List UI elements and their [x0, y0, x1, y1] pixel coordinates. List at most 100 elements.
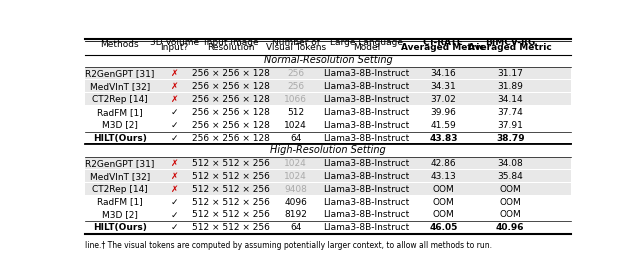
Text: ✓: ✓: [170, 108, 178, 117]
Text: ✗: ✗: [170, 172, 178, 181]
Text: 256 × 256 × 128: 256 × 256 × 128: [193, 108, 270, 117]
Text: M3D [2]: M3D [2]: [102, 210, 138, 220]
Text: ✗: ✗: [170, 82, 178, 91]
Text: 34.31: 34.31: [431, 82, 456, 91]
Text: 256: 256: [287, 69, 305, 78]
Text: CT-RATE: CT-RATE: [423, 38, 464, 46]
Text: 256 × 256 × 128: 256 × 256 × 128: [193, 82, 270, 91]
Text: Llama3-8B-Instruct: Llama3-8B-Instruct: [323, 198, 410, 207]
Text: 1024: 1024: [284, 121, 307, 130]
Text: Llama3-8B-Instruct: Llama3-8B-Instruct: [323, 133, 410, 143]
Text: RadFM [1]: RadFM [1]: [97, 108, 143, 117]
Text: R2GenGPT [31]: R2GenGPT [31]: [85, 159, 154, 168]
Text: 512 × 512 × 256: 512 × 512 × 256: [193, 223, 270, 232]
Text: 3D Volume: 3D Volume: [150, 38, 199, 46]
Text: 1066: 1066: [284, 95, 307, 104]
Text: Normal-Resolution Setting: Normal-Resolution Setting: [264, 55, 392, 65]
Text: OOM: OOM: [433, 185, 454, 194]
Text: OOM: OOM: [433, 210, 454, 220]
Text: 46.05: 46.05: [429, 223, 458, 232]
Text: MedVInT [32]: MedVInT [32]: [90, 82, 150, 91]
Text: Visual Tokens: Visual Tokens: [266, 43, 326, 52]
Text: 256 × 256 × 128: 256 × 256 × 128: [193, 133, 270, 143]
Text: Llama3-8B-Instruct: Llama3-8B-Instruct: [323, 121, 410, 130]
Text: 31.89: 31.89: [497, 82, 524, 91]
Text: 34.14: 34.14: [497, 95, 523, 104]
Text: Llama3-8B-Instruct: Llama3-8B-Instruct: [323, 223, 410, 232]
Text: 35.84: 35.84: [497, 172, 523, 181]
Text: Input?: Input?: [160, 43, 188, 52]
Text: HILT(Ours): HILT(Ours): [93, 133, 147, 143]
Text: Methods: Methods: [100, 40, 139, 49]
Text: 512 × 512 × 256: 512 × 512 × 256: [193, 185, 270, 194]
Text: 256: 256: [287, 82, 305, 91]
Text: 1024: 1024: [284, 172, 307, 181]
Text: 8192: 8192: [284, 210, 307, 220]
Text: CT2Rep [14]: CT2Rep [14]: [92, 185, 148, 194]
Text: OOM: OOM: [499, 198, 521, 207]
Text: OOM: OOM: [499, 185, 521, 194]
Text: line.† The visual tokens are computed by assuming potentially larger context, to: line.† The visual tokens are computed by…: [85, 241, 492, 249]
Text: Number of: Number of: [272, 38, 320, 46]
Text: 512: 512: [287, 108, 305, 117]
Text: ✓: ✓: [170, 198, 178, 207]
Text: 4096: 4096: [284, 198, 307, 207]
Text: Llama3-8B-Instruct: Llama3-8B-Instruct: [323, 185, 410, 194]
Text: CT2Rep [14]: CT2Rep [14]: [92, 95, 148, 104]
Text: 40.96: 40.96: [496, 223, 525, 232]
Text: 9408: 9408: [284, 185, 307, 194]
Text: 41.59: 41.59: [431, 121, 456, 130]
Text: Llama3-8B-Instruct: Llama3-8B-Instruct: [323, 172, 410, 181]
Text: 512 × 512 × 256: 512 × 512 × 256: [193, 210, 270, 220]
Text: 512 × 512 × 256: 512 × 512 × 256: [193, 172, 270, 181]
Text: OOM: OOM: [433, 198, 454, 207]
Text: Llama3-8B-Instruct: Llama3-8B-Instruct: [323, 95, 410, 104]
Text: 512 × 512 × 256: 512 × 512 × 256: [193, 159, 270, 168]
Text: 39.96: 39.96: [430, 108, 456, 117]
Text: M3D [2]: M3D [2]: [102, 121, 138, 130]
Text: HILT(Ours): HILT(Ours): [93, 223, 147, 232]
Text: 38.79: 38.79: [496, 133, 525, 143]
Text: ✓: ✓: [170, 121, 178, 130]
Text: R2GenGPT [31]: R2GenGPT [31]: [85, 69, 154, 78]
Bar: [85, 93, 571, 105]
Text: Input Image: Input Image: [204, 38, 259, 46]
Text: 42.86: 42.86: [431, 159, 456, 168]
Text: Averaged Metric: Averaged Metric: [401, 43, 485, 52]
Text: 37.91: 37.91: [497, 121, 524, 130]
Text: 43.13: 43.13: [431, 172, 456, 181]
Text: BIMCV-RG: BIMCV-RG: [485, 38, 536, 46]
Bar: [85, 183, 571, 195]
Text: ✓: ✓: [170, 210, 178, 220]
Bar: [85, 157, 571, 169]
Text: 256 × 256 × 128: 256 × 256 × 128: [193, 121, 270, 130]
Text: OOM: OOM: [499, 210, 521, 220]
Text: 34.08: 34.08: [497, 159, 523, 168]
Text: ✓: ✓: [170, 133, 178, 143]
Text: ✗: ✗: [170, 185, 178, 194]
Text: 31.17: 31.17: [497, 69, 524, 78]
Text: Llama3-8B-Instruct: Llama3-8B-Instruct: [323, 210, 410, 220]
Text: 256 × 256 × 128: 256 × 256 × 128: [193, 69, 270, 78]
Text: RadFM [1]: RadFM [1]: [97, 198, 143, 207]
Text: ✗: ✗: [170, 95, 178, 104]
Text: 34.16: 34.16: [431, 69, 456, 78]
Text: ✗: ✗: [170, 159, 178, 168]
Text: 37.74: 37.74: [497, 108, 523, 117]
Text: 64: 64: [290, 133, 301, 143]
Text: MedVInT [32]: MedVInT [32]: [90, 172, 150, 181]
Text: ✓: ✓: [170, 223, 178, 232]
Bar: [85, 80, 571, 92]
Text: 37.02: 37.02: [431, 95, 456, 104]
Text: 43.83: 43.83: [429, 133, 458, 143]
Text: 1024: 1024: [284, 159, 307, 168]
Bar: [85, 170, 571, 182]
Text: Llama3-8B-Instruct: Llama3-8B-Instruct: [323, 82, 410, 91]
Text: Llama3-8B-Instruct: Llama3-8B-Instruct: [323, 69, 410, 78]
Text: 256 × 256 × 128: 256 × 256 × 128: [193, 95, 270, 104]
Text: ✗: ✗: [170, 69, 178, 78]
Text: Averaged Metric: Averaged Metric: [468, 43, 552, 52]
Bar: [85, 67, 571, 79]
Text: Resolution: Resolution: [207, 43, 255, 52]
Text: High-Resolution Setting: High-Resolution Setting: [270, 145, 386, 155]
